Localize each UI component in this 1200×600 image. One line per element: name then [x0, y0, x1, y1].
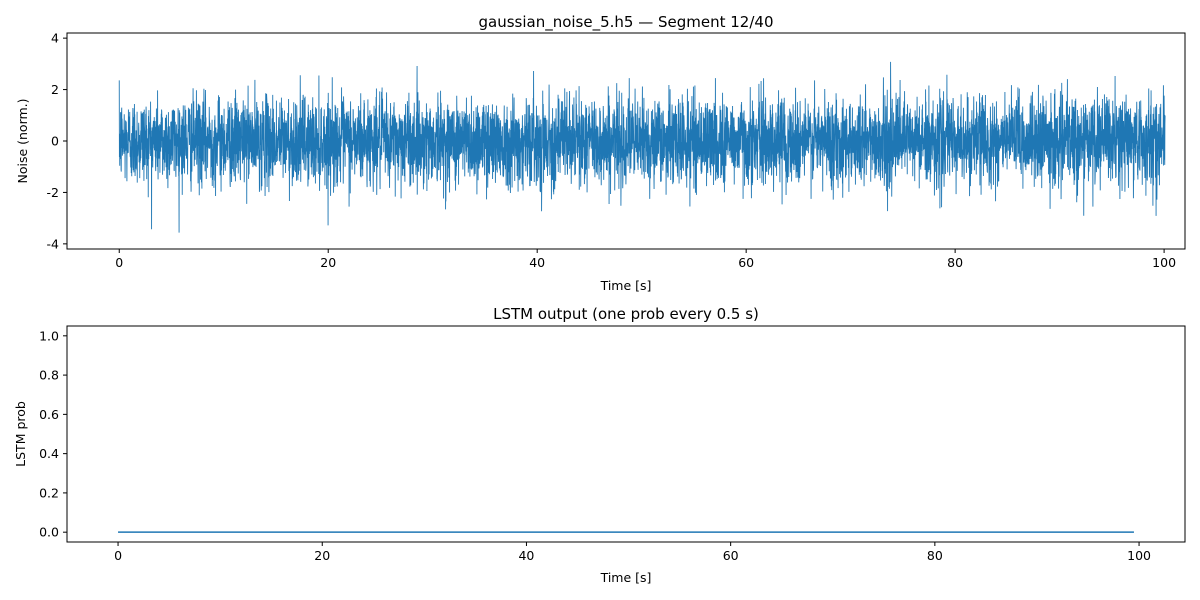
lstm-plot: LSTM output (one prob every 0.5 s) 0 20 40…	[13, 305, 1186, 585]
noise-plot-title: gaussian_noise_5.h5 — Segment 12/40	[478, 13, 773, 32]
lstm-y-tick-label: 0.6	[39, 407, 59, 422]
lstm-y-tick-label: 0.8	[39, 368, 59, 383]
noise-y-tick-label: -2	[47, 185, 59, 200]
noise-x-tick-label: 80	[947, 255, 963, 270]
lstm-x-tick-label: 40	[518, 548, 534, 563]
lstm-plot-title: LSTM output (one prob every 0.5 s)	[493, 305, 759, 323]
noise-y-axis-label: Noise (norm.)	[15, 98, 30, 183]
lstm-x-tick-label: 100	[1127, 548, 1151, 563]
noise-x-ticks: 0 20 40 60 80 100	[115, 249, 1176, 270]
noise-plot: gaussian_noise_5.h5 — Segment 12/40 0 20 4…	[15, 13, 1186, 293]
lstm-x-tick-label: 0	[114, 548, 122, 563]
lstm-x-axis-label: Time [s]	[600, 570, 652, 585]
lstm-y-tick-label: 0.4	[39, 446, 59, 461]
lstm-y-tick-label: 0.2	[39, 485, 59, 500]
lstm-y-axis-label: LSTM prob	[13, 401, 28, 467]
lstm-x-ticks: 0 20 40 60 80 100	[114, 542, 1151, 563]
noise-x-tick-label: 100	[1152, 255, 1176, 270]
noise-x-axis-label: Time [s]	[600, 278, 652, 293]
lstm-x-tick-label: 60	[723, 548, 739, 563]
noise-y-tick-label: 4	[51, 31, 59, 46]
lstm-plot-frame	[66, 325, 1186, 543]
lstm-y-tick-label: 1.0	[39, 328, 59, 343]
noise-y-tick-label: -4	[47, 236, 60, 251]
noise-x-tick-label: 0	[115, 255, 123, 270]
noise-x-tick-label: 20	[320, 255, 336, 270]
noise-plot-frame	[66, 32, 1186, 250]
noise-series-line-0	[118, 61, 1166, 233]
noise-y-tick-label: 0	[51, 134, 59, 149]
noise-y-ticks: -4 -2 0 2 4	[47, 31, 67, 251]
lstm-x-tick-label: 80	[927, 548, 943, 563]
noise-y-tick-label: 2	[51, 82, 59, 97]
lstm-x-tick-label: 20	[314, 548, 330, 563]
noise-x-tick-label: 40	[529, 255, 545, 270]
lstm-y-tick-label: 0.0	[39, 525, 59, 540]
noise-x-tick-label: 60	[738, 255, 754, 270]
noise-series	[118, 61, 1166, 233]
lstm-y-ticks: 0.0 0.2 0.4 0.6 0.8 1.0	[39, 328, 67, 540]
